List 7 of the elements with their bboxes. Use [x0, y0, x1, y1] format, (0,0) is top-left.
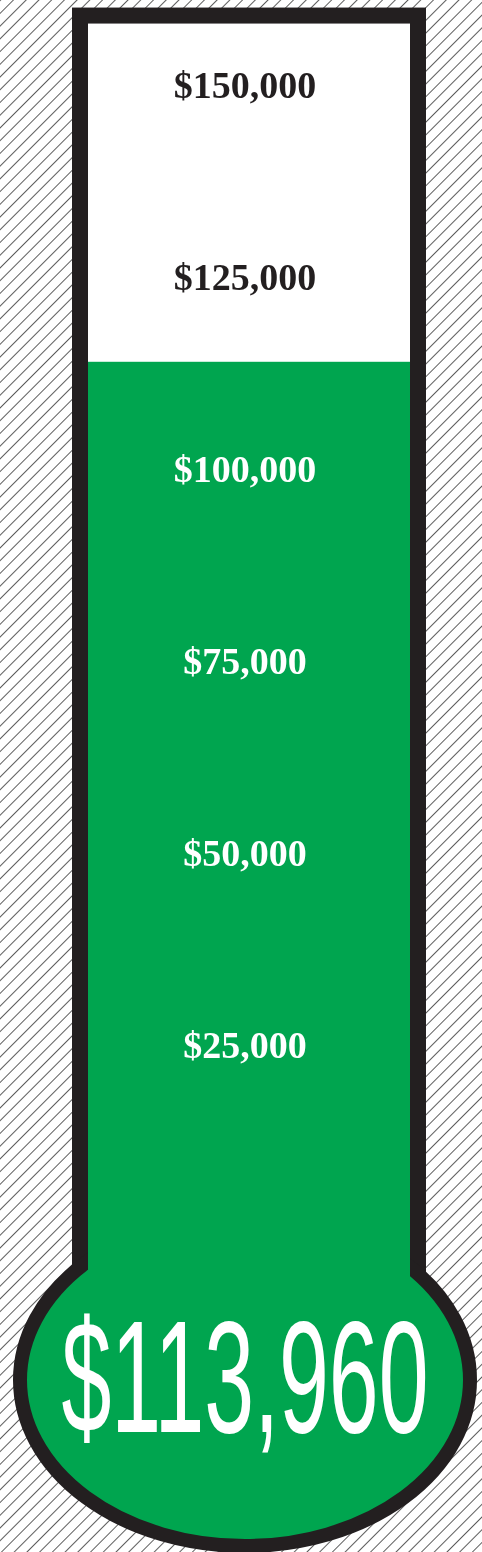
y-tick-label: $100,000	[173, 448, 317, 490]
y-tick-label: $75,000	[183, 640, 307, 682]
y-tick-label: $150,000	[173, 64, 317, 106]
y-tick-label: $25,000	[183, 1024, 307, 1066]
y-tick-label: $125,000	[173, 256, 317, 298]
data-label: $113,960	[61, 1287, 429, 1466]
y-tick-label: $50,000	[183, 832, 307, 874]
